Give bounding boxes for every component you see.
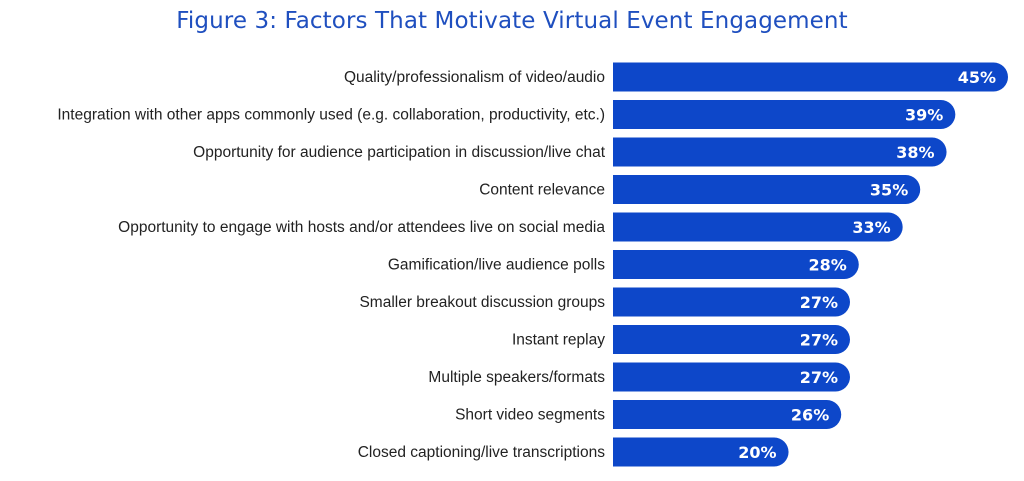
bar-6	[613, 250, 859, 279]
value-label-9: 27%	[800, 368, 838, 387]
bar-11	[613, 437, 789, 467]
value-label-4: 35%	[870, 181, 908, 200]
value-label-7: 27%	[800, 293, 838, 312]
value-label-8: 27%	[800, 331, 838, 350]
category-label-3: Opportunity for audience participation i…	[193, 144, 606, 161]
category-label-8: Instant replay	[512, 332, 605, 349]
bar-4	[613, 175, 921, 204]
bar-10	[613, 400, 842, 429]
bar-7	[613, 287, 850, 317]
bar-9	[613, 362, 850, 392]
value-label-2: 39%	[905, 106, 943, 125]
category-label-7: Smaller breakout discussion groups	[359, 294, 605, 311]
category-label-6: Gamification/live audience polls	[388, 257, 605, 274]
value-label-11: 20%	[738, 443, 776, 462]
category-label-4: Content relevance	[479, 182, 605, 199]
bar-3	[613, 137, 947, 167]
chart-title: Figure 3: Factors That Motivate Virtual …	[176, 8, 848, 34]
category-label-9: Multiple speakers/formats	[428, 369, 605, 386]
value-label-3: 38%	[896, 143, 934, 162]
bar-2	[613, 100, 956, 129]
category-label-10: Short video segments	[455, 407, 605, 424]
bar-8	[613, 325, 850, 354]
bar-5	[613, 212, 903, 242]
category-label-5: Opportunity to engage with hosts and/or …	[118, 219, 605, 236]
value-label-10: 26%	[791, 406, 829, 425]
category-label-2: Integration with other apps commonly use…	[57, 107, 605, 124]
category-label-1: Quality/professionalism of video/audio	[344, 69, 605, 86]
category-label-11: Closed captioning/live transcriptions	[358, 444, 606, 461]
value-label-1: 45%	[958, 68, 996, 87]
value-label-6: 28%	[808, 256, 846, 275]
value-label-5: 33%	[852, 218, 890, 237]
bar-1	[613, 62, 1008, 92]
